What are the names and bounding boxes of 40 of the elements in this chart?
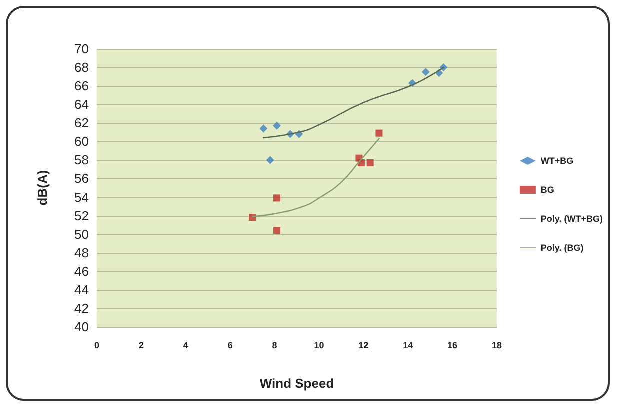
y-tick-label: 52 xyxy=(74,208,89,224)
point xyxy=(274,194,280,202)
y-tick-label: 60 xyxy=(74,134,89,150)
y-tick-label: 62 xyxy=(74,116,89,131)
legend-label: WT+BG xyxy=(540,156,574,166)
y-tick-label: 58 xyxy=(74,152,89,168)
x-tick-label: 18 xyxy=(492,340,502,350)
y-tick-label: 42 xyxy=(74,300,89,316)
x-tick-label: 14 xyxy=(403,340,414,350)
legend-label: Poly. (WT+BG) xyxy=(540,214,604,224)
point xyxy=(260,124,268,133)
point xyxy=(376,130,383,137)
y-tick-label: 70 xyxy=(74,42,89,56)
x-tick-label: 8 xyxy=(272,340,278,350)
y-tick-label: 66 xyxy=(74,78,89,94)
legend-label: BG xyxy=(540,185,554,195)
y-tick-label: 40 xyxy=(74,320,89,334)
point xyxy=(273,122,281,130)
x-tick-label: 10 xyxy=(314,340,324,350)
x-tick-label: 6 xyxy=(228,340,233,350)
x-axis-title: Wind Speed xyxy=(260,376,334,391)
x-tick-label: 2 xyxy=(138,340,144,350)
point xyxy=(274,227,280,234)
y-tick-label: 68 xyxy=(74,60,89,76)
point xyxy=(366,159,374,166)
x-tick-label: 12 xyxy=(358,340,369,350)
y-tick-label: 46 xyxy=(74,264,89,279)
point xyxy=(266,156,274,164)
y-tick-label: 56 xyxy=(74,171,89,186)
point xyxy=(422,68,430,76)
y-tick-label: 64 xyxy=(74,97,89,112)
x-tick-label: 16 xyxy=(448,340,458,350)
x-tick-label: 4 xyxy=(183,340,188,350)
y-tick-label: 54 xyxy=(74,190,89,205)
legend-label: Poly. (BG) xyxy=(540,243,584,253)
y-tick-label: 44 xyxy=(74,282,89,298)
y-axis-title: dB(A) xyxy=(35,170,50,206)
y-tick-label: 50 xyxy=(74,226,89,242)
x-tick-label: 0 xyxy=(94,340,100,350)
y-tick-label: 48 xyxy=(74,245,89,260)
